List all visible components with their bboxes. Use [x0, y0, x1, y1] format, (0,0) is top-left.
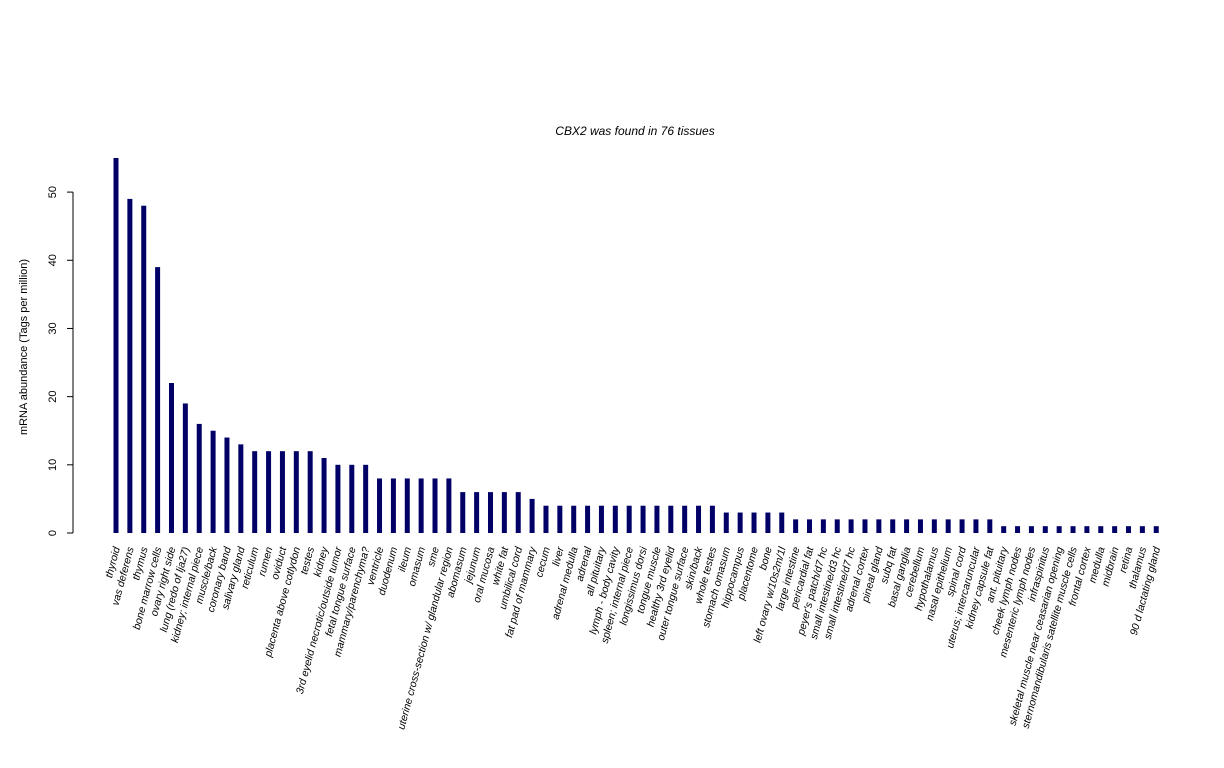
bar [1015, 526, 1021, 533]
category-label: liver [550, 545, 567, 567]
bar [959, 519, 965, 533]
bar [1112, 526, 1118, 533]
bar [1001, 526, 1007, 533]
bar [487, 492, 493, 533]
bar [155, 267, 161, 533]
bar [723, 512, 729, 533]
bar [585, 505, 591, 533]
bar [460, 492, 466, 533]
y-tick-label: 30 [47, 322, 59, 334]
bar [252, 451, 258, 533]
bars [113, 158, 1159, 533]
bar [515, 492, 521, 533]
category-label: bone [757, 546, 775, 572]
bar [807, 519, 812, 533]
category-label: uterine cross-section w/ glandular regio… [395, 546, 455, 731]
y-tick-label: 0 [47, 530, 59, 536]
chart-title: CBX2 was found in 76 tissues [555, 124, 714, 138]
bar [890, 519, 896, 533]
bar [113, 158, 119, 533]
bar [321, 458, 327, 533]
bar [709, 505, 715, 533]
category-label: sme [425, 546, 442, 568]
bar [307, 451, 313, 533]
bar [432, 478, 438, 533]
bar [848, 519, 854, 533]
bar [210, 430, 216, 533]
bar [1153, 526, 1159, 533]
bar [668, 505, 674, 533]
bar [931, 519, 937, 533]
bar [182, 403, 188, 533]
bar [557, 505, 563, 533]
bar [612, 505, 618, 533]
bar [501, 492, 507, 533]
bar [1070, 526, 1076, 533]
bar [696, 505, 702, 533]
bar [737, 512, 743, 533]
bar [1028, 526, 1034, 533]
bar [1126, 526, 1132, 533]
bar [266, 451, 272, 533]
bar [377, 478, 383, 533]
bar [779, 512, 785, 533]
bar [224, 437, 230, 533]
bar [474, 492, 480, 533]
bar [1139, 526, 1145, 533]
bar [1084, 526, 1090, 533]
bar [626, 505, 632, 533]
bar [390, 478, 396, 533]
bar [987, 519, 993, 533]
bar [904, 519, 910, 533]
y-tick-label: 50 [47, 186, 59, 198]
bar [363, 464, 369, 533]
bar [945, 519, 951, 533]
bar [543, 505, 549, 533]
y-tick-label: 20 [47, 391, 59, 403]
y-tick-label: 10 [47, 459, 59, 471]
bar [418, 478, 424, 533]
bar [862, 519, 868, 533]
bar [834, 519, 840, 533]
bar [820, 519, 826, 533]
bar [238, 444, 244, 533]
bar [446, 478, 452, 533]
bar [598, 505, 604, 533]
bar [404, 478, 410, 533]
bar [682, 505, 688, 533]
bar [279, 451, 285, 533]
bar [335, 464, 341, 533]
bar [1056, 526, 1062, 533]
bar [127, 198, 133, 533]
bar [168, 383, 174, 533]
bar [917, 519, 923, 533]
bar [654, 505, 660, 533]
bar [349, 464, 355, 533]
bar [973, 519, 979, 533]
bar [529, 498, 535, 533]
bar [196, 423, 202, 533]
bar [876, 519, 882, 533]
y-axis: 0 10 20 30 40 50 [47, 186, 74, 536]
bar [1042, 526, 1048, 533]
bar [640, 505, 646, 533]
bar [141, 205, 147, 533]
bar [793, 519, 799, 533]
bar [571, 505, 577, 533]
bar [751, 512, 757, 533]
bar [293, 451, 299, 533]
y-axis-title: mRNA abundance (Tags per million) [18, 259, 30, 435]
y-tick-label: 40 [47, 254, 59, 266]
bar [765, 512, 771, 533]
bar [1098, 526, 1104, 533]
